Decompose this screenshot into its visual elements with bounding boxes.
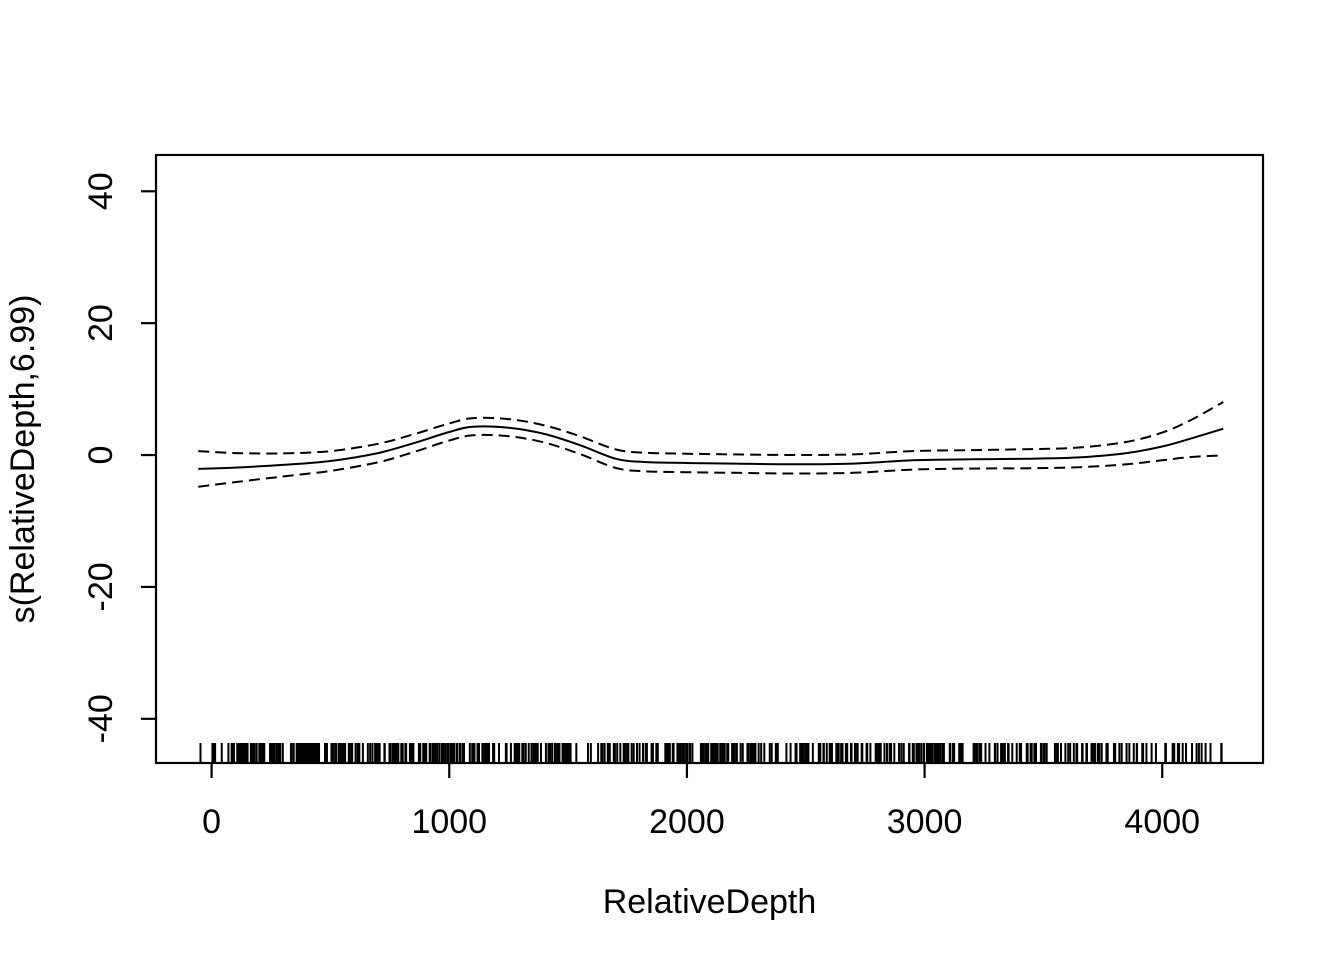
rug-marks	[199, 743, 1223, 762]
lower-ci-line	[198, 433, 1224, 488]
plot-border	[154, 153, 1265, 765]
y-axis: -40 -20 0 20 40 s(RelativeDepth,6.99)	[4, 172, 156, 743]
y-axis-title: s(RelativeDepth,6.99)	[4, 295, 42, 624]
y-tick-label: 40	[82, 172, 120, 210]
y-tick-label: -40	[82, 694, 120, 743]
x-axis-title: RelativeDepth	[603, 883, 817, 921]
smooth-fit-line	[198, 425, 1224, 470]
x-tick-label: 4000	[1124, 803, 1200, 841]
x-axis: 0 1000 2000 3000 4000 RelativeDepth	[202, 763, 1200, 921]
y-tick-label: -20	[82, 562, 120, 611]
x-tick-label: 1000	[411, 803, 487, 841]
y-tick-label: 0	[82, 446, 120, 465]
x-tick-label: 0	[202, 803, 221, 841]
upper-ci-line	[198, 401, 1224, 457]
x-tick-label: 3000	[887, 803, 963, 841]
x-tick-label: 2000	[649, 803, 725, 841]
y-tick-label: 20	[82, 304, 120, 342]
